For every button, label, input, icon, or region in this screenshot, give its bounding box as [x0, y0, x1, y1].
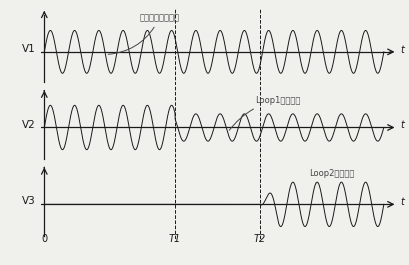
Text: t: t — [401, 120, 405, 130]
Text: 一过激励输入信号: 一过激励输入信号 — [108, 13, 180, 54]
Text: T1: T1 — [169, 234, 181, 244]
Text: V3: V3 — [22, 197, 36, 206]
Text: t: t — [401, 197, 405, 207]
Text: t: t — [401, 45, 405, 55]
Text: Loop1输出信号: Loop1输出信号 — [229, 96, 300, 130]
Text: 0: 0 — [41, 234, 47, 244]
Text: Loop2输出信号: Loop2输出信号 — [309, 169, 355, 183]
Text: V2: V2 — [22, 120, 36, 130]
Text: T2: T2 — [254, 234, 266, 244]
Text: V1: V1 — [22, 44, 36, 54]
